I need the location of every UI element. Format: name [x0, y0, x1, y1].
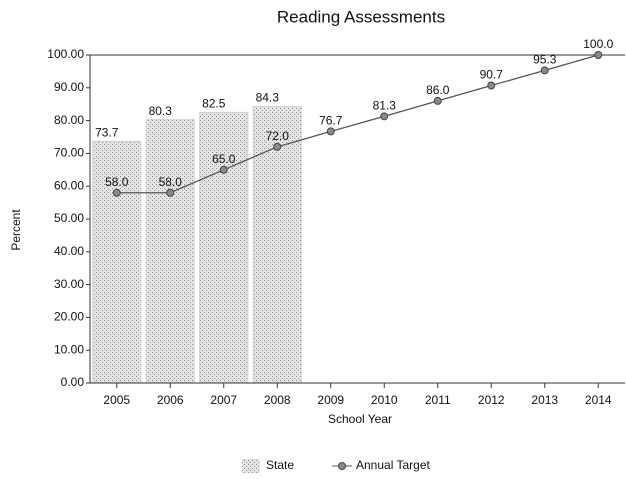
marker: [166, 188, 175, 197]
data-label: 80.3: [149, 104, 173, 118]
data-label: 82.5: [202, 97, 226, 111]
x-tick-label: 2009: [317, 393, 344, 407]
data-label: 58.0: [159, 175, 183, 189]
legend-label: Annual Target: [356, 458, 431, 472]
y-tick-label: 90.00: [54, 80, 84, 94]
y-tick-label: 80.00: [54, 113, 84, 127]
data-label: 84.3: [256, 91, 280, 105]
marker: [112, 188, 121, 197]
legend-swatch: [242, 459, 260, 473]
target-line: [116, 54, 599, 194]
x-tick-label: 2006: [157, 393, 184, 407]
marker: [219, 165, 228, 174]
data-label: 81.3: [373, 99, 397, 113]
marker: [433, 96, 442, 105]
marker: [326, 127, 335, 136]
data-label: 86.0: [426, 83, 450, 97]
x-tick-label: 2008: [264, 393, 291, 407]
y-tick-label: 0.00: [61, 375, 85, 389]
data-label: 73.7: [95, 125, 119, 139]
x-tick-label: 2011: [425, 393, 451, 407]
y-tick-label: 100.00: [47, 47, 84, 61]
y-tick-label: 30.00: [54, 277, 84, 291]
legend-marker: [338, 462, 346, 470]
y-tick-label: 50.00: [54, 211, 84, 225]
data-label: 58.0: [105, 175, 129, 189]
data-label: 95.3: [533, 53, 557, 67]
x-tick-label: 2012: [478, 393, 505, 407]
y-tick-label: 10.00: [54, 342, 84, 356]
data-label: 72.0: [266, 129, 290, 143]
x-tick-label: 2007: [210, 393, 237, 407]
y-axis-label: Percent: [9, 209, 23, 251]
x-tick-label: 2014: [585, 393, 612, 407]
x-tick-label: 2013: [531, 393, 558, 407]
bar: [252, 105, 302, 384]
data-label: 100.0: [583, 37, 613, 51]
data-label: 90.7: [480, 68, 504, 82]
y-tick-label: 40.00: [54, 244, 84, 258]
y-tick-label: 60.00: [54, 178, 84, 192]
marker: [273, 142, 282, 151]
marker: [594, 51, 603, 59]
marker: [380, 112, 389, 121]
y-tick-label: 20.00: [54, 310, 84, 324]
x-tick-label: 2010: [371, 393, 398, 407]
y-tick-label: 70.00: [54, 146, 84, 160]
bar: [145, 119, 195, 384]
x-tick-label: 2005: [103, 393, 130, 407]
data-label: 76.7: [319, 114, 343, 128]
data-label: 65.0: [212, 152, 236, 166]
marker: [540, 66, 549, 75]
legend-label: State: [266, 458, 294, 472]
marker: [487, 81, 496, 90]
chart-title: Reading Assessments: [277, 7, 445, 26]
x-axis-label: School Year: [328, 412, 392, 426]
